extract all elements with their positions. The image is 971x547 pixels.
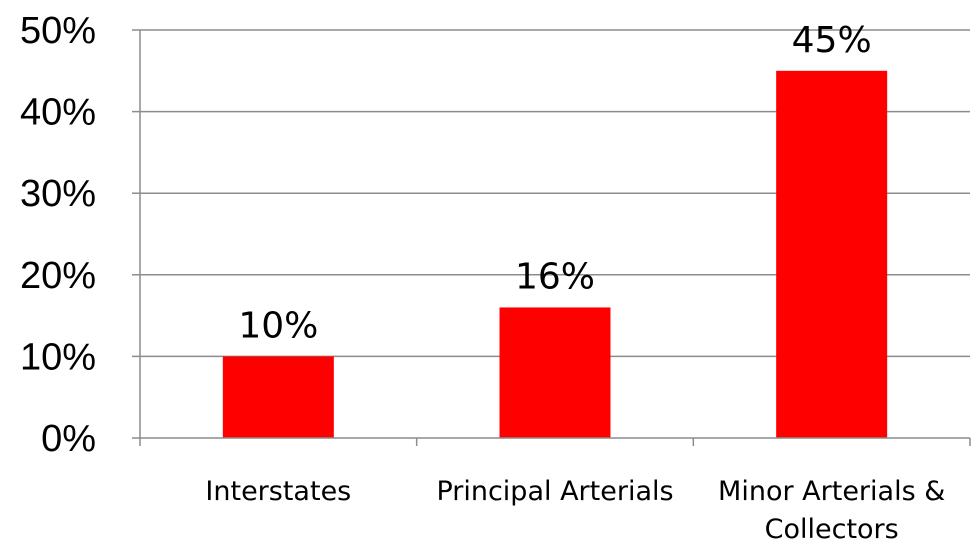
y-axis-tick-labels: 0% 10% 20% 30% 40% 50% bbox=[20, 10, 96, 460]
bars bbox=[222, 70, 888, 439]
axes bbox=[132, 29, 971, 446]
x-tick-label: Principal Arterials bbox=[436, 476, 673, 507]
y-tick-label: 50% bbox=[20, 10, 96, 52]
bar bbox=[222, 356, 334, 438]
bar bbox=[499, 307, 611, 438]
data-labels: 10% 16% 45% bbox=[238, 20, 871, 347]
y-tick-label: 30% bbox=[20, 173, 96, 215]
y-tick-label: 20% bbox=[20, 255, 96, 297]
y-tick-label: 0% bbox=[41, 418, 96, 460]
y-tick-label: 40% bbox=[20, 92, 96, 134]
data-label: 16% bbox=[515, 256, 595, 297]
x-tick-label: Minor Arterials & Collectors bbox=[718, 476, 945, 545]
y-tick-label: 10% bbox=[20, 336, 96, 378]
x-tick-label: Interstates bbox=[205, 476, 351, 507]
bar bbox=[776, 70, 888, 439]
x-axis-tick-labels: Interstates Principal Arterials Minor Arte… bbox=[205, 476, 945, 545]
data-label: 10% bbox=[238, 305, 318, 346]
data-label: 45% bbox=[792, 20, 872, 61]
